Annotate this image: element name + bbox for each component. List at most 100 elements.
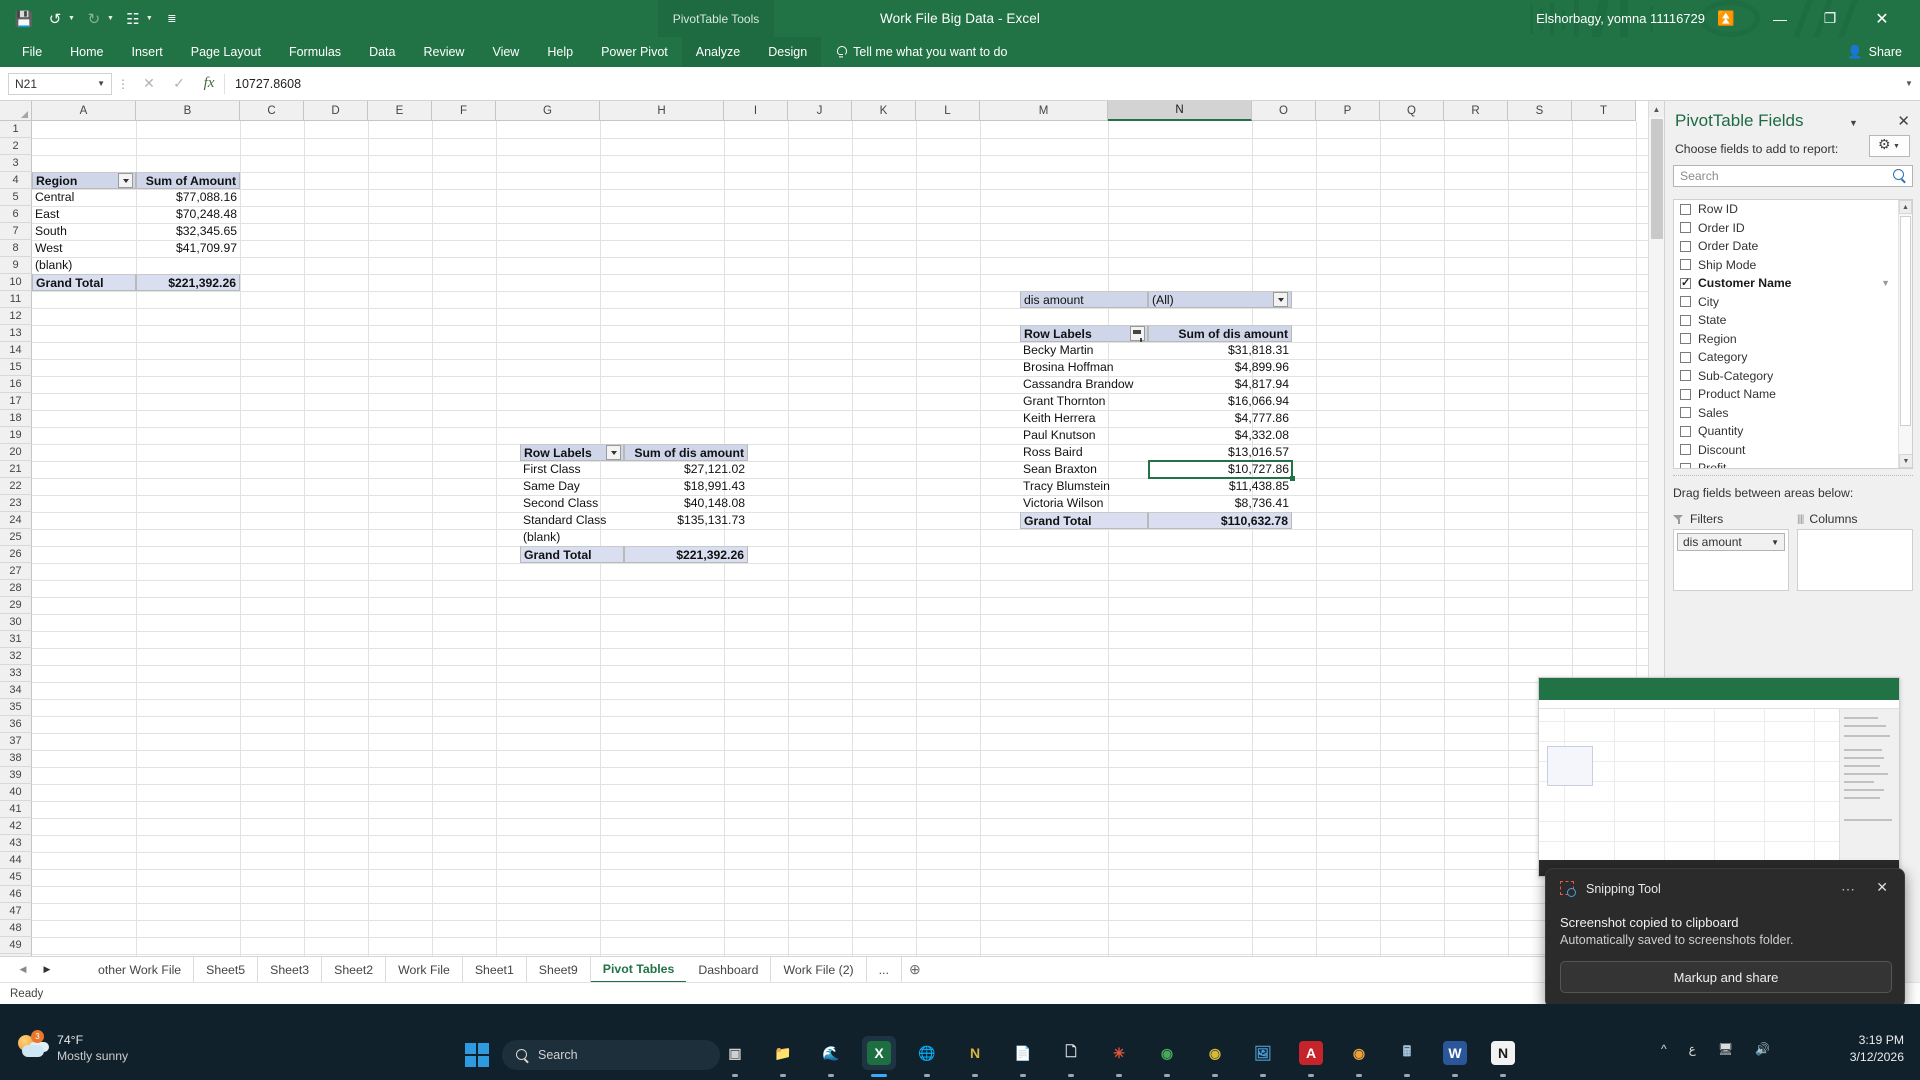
column-header-e[interactable]: E [368,101,432,121]
sheet-tab-sheet9[interactable]: Sheet9 [527,956,591,983]
share-button[interactable]: 👤 Share [1847,37,1902,67]
touch-mode-dropdown-icon[interactable]: ▼ [145,15,153,22]
sheet-tab-[interactable]: ... [867,956,902,983]
word-doc-icon[interactable]: 📄 [1006,1036,1040,1077]
sheet-tabs[interactable]: other Work File Sheet5 Sheet3 Sheet2 Work Fi… [86,956,902,983]
tell-me-box[interactable]: Tell me what you want to do [821,45,1007,59]
row-header-12[interactable]: 12 [0,308,32,325]
row-header-44[interactable]: 44 [0,852,32,869]
pivot-customer-filter-value[interactable]: (All) [1148,291,1292,308]
row-header-8[interactable]: 8 [0,240,32,257]
column-header-p[interactable]: P [1316,101,1380,121]
tab-analyze[interactable]: Analyze [681,37,755,67]
row-header-45[interactable]: 45 [0,869,32,886]
field-item[interactable]: Profit [1674,459,1898,468]
pivot-customer-filter-dropdown-icon[interactable] [1273,292,1288,307]
row-header-19[interactable]: 19 [0,427,32,444]
row-header-31[interactable]: 31 [0,631,32,648]
tab-home[interactable]: Home [70,45,104,59]
column-header-n[interactable]: N [1108,101,1252,121]
column-header-t[interactable]: T [1572,101,1636,121]
tab-formulas[interactable]: Formulas [288,45,342,59]
network-icon[interactable]: 🖥 [1717,1042,1734,1056]
field-item[interactable]: Order Date [1674,237,1898,256]
language-indicator[interactable]: ع [1688,1042,1696,1056]
pivot-shipmode-filter-dropdown-icon[interactable] [606,445,621,460]
column-header-q[interactable]: Q [1380,101,1444,121]
field-checkbox[interactable] [1680,370,1691,382]
column-header-d[interactable]: D [304,101,368,121]
row-header-2[interactable]: 2 [0,138,32,155]
row-header-38[interactable]: 38 [0,750,32,767]
sheet-tab-other-work-file[interactable]: other Work File [86,956,195,983]
column-header-g[interactable]: G [496,101,600,121]
row-header-18[interactable]: 18 [0,410,32,427]
field-item[interactable]: Order ID [1674,219,1898,238]
row-header-24[interactable]: 24 [0,512,32,529]
sheet-tab-dashboard[interactable]: Dashboard [686,956,772,983]
field-item[interactable]: Row ID [1674,200,1898,219]
row-header-40[interactable]: 40 [0,784,32,801]
filters-area[interactable]: Filters dis amount ▼ [1673,509,1789,689]
row-header-34[interactable]: 34 [0,682,32,699]
expand-formula-bar-icon[interactable]: ▼ [1905,79,1913,88]
sheet-tab-sheet2[interactable]: Sheet2 [322,956,387,983]
undo-dropdown-icon[interactable]: ▼ [68,15,75,22]
toast-close-icon[interactable]: ✕ [1876,879,1888,895]
field-item[interactable]: Product Name [1674,385,1898,404]
pivot-customer-value-header[interactable]: Sum of dis amount [1148,325,1292,342]
field-checkbox[interactable] [1680,203,1691,215]
row-header-29[interactable]: 29 [0,597,32,614]
pivot-region-filter-dropdown-icon[interactable] [118,173,133,188]
row-header-22[interactable]: 22 [0,478,32,495]
column-header-k[interactable]: K [852,101,916,121]
excel-icon[interactable]: X [862,1036,896,1077]
row-header-21[interactable]: 21 [0,461,32,478]
pivot-customer-header-label[interactable]: Row Labels [1020,325,1148,342]
field-item[interactable]: Region [1674,330,1898,349]
markup-and-share-button[interactable]: Markup and share [1560,961,1892,993]
tab-page-layout[interactable]: Page Layout [190,45,261,59]
taskbar-clock[interactable]: 3:19 PM 3/12/2026 [1850,1032,1904,1066]
minimize-icon[interactable]: — [1773,10,1787,27]
row-header-37[interactable]: 37 [0,733,32,750]
tab-power-pivot[interactable]: Power Pivot [601,45,668,59]
tab-design[interactable]: Design [754,37,822,67]
field-checkbox[interactable] [1680,222,1691,234]
row-header-48[interactable]: 48 [0,920,32,937]
column-header-a[interactable]: A [32,101,136,121]
row-header-49[interactable]: 49 [0,937,32,954]
pivot-region-value-header[interactable]: Sum of Amount [136,172,240,189]
field-item[interactable]: Ship Mode [1674,256,1898,275]
search-input[interactable]: Search [1673,165,1913,187]
taskbar-search[interactable]: Search [502,1040,720,1070]
column-header-l[interactable]: L [916,101,980,121]
blank-doc-icon[interactable]: 🗋 [1054,1036,1088,1077]
row-header-14[interactable]: 14 [0,342,32,359]
ribbon-display-options-icon[interactable]: ⏫ [1717,10,1735,26]
row-header-3[interactable]: 3 [0,155,32,172]
field-filter-icon[interactable]: ▼ [1881,278,1890,289]
chevron-down-icon[interactable]: ▼ [1893,142,1900,150]
field-checkbox[interactable] [1680,388,1691,400]
row-header-17[interactable]: 17 [0,393,32,410]
taskbar-app-icons[interactable]: ▣ 📁 🌊 X 🌐 N 📄 🗋 ✳ ◉ ◉ 🖼 A ◉ 🖩 W N [718,1036,1520,1077]
filters-area-chip[interactable]: dis amount ▼ [1677,533,1785,551]
column-header-s[interactable]: S [1508,101,1572,121]
row-header-15[interactable]: 15 [0,359,32,376]
column-header-c[interactable]: C [240,101,304,121]
system-tray[interactable]: ^ ع 🖥 🔊 [1661,1042,1770,1056]
row-header-47[interactable]: 47 [0,903,32,920]
row-header-6[interactable]: 6 [0,206,32,223]
field-list-scrollbar[interactable]: ▲ ▼ [1898,200,1912,468]
row-header-25[interactable]: 25 [0,529,32,546]
active-cell-selection[interactable] [1148,460,1295,481]
column-header-o[interactable]: O [1252,101,1316,121]
start-button[interactable] [465,1043,489,1067]
column-header-j[interactable]: J [788,101,852,121]
row-header-33[interactable]: 33 [0,665,32,682]
column-header-r[interactable]: R [1444,101,1508,121]
column-header-m[interactable]: M [980,101,1108,121]
field-checkbox[interactable] [1680,407,1691,419]
